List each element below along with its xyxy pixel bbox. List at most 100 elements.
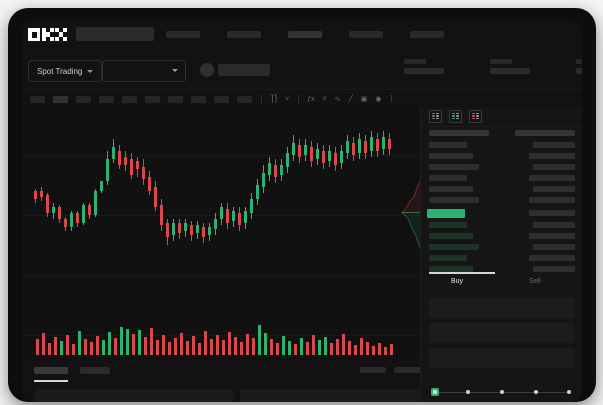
line-tool-icon[interactable]: ∿ <box>334 95 341 103</box>
price-chart[interactable] <box>22 107 420 357</box>
volume-bar-59 <box>390 344 393 355</box>
nav-item-3[interactable] <box>349 31 383 38</box>
volume-bar-53 <box>354 345 357 355</box>
orderbook-both-icon[interactable] <box>429 110 442 123</box>
okx-logo[interactable] <box>28 28 68 41</box>
price-field[interactable] <box>429 298 575 318</box>
toolbar-divider-2 <box>298 94 300 104</box>
candle-body-0 <box>34 191 37 199</box>
gridline-3 <box>22 335 420 336</box>
orderbook-ask-row-4[interactable] <box>429 186 473 192</box>
amount-field[interactable] <box>429 323 575 343</box>
orderbook-bid-row-3[interactable] <box>429 255 467 261</box>
candle-body-25 <box>184 223 187 231</box>
candle-body-45 <box>304 145 307 155</box>
camera-icon[interactable]: ▣ <box>360 95 368 103</box>
candle-body-46 <box>310 147 313 161</box>
market-stat-2 <box>576 59 582 74</box>
candle-body-20 <box>154 187 157 207</box>
total-field[interactable] <box>429 348 575 368</box>
orderbook-ask-row-5[interactable] <box>429 197 479 203</box>
timeframe-0[interactable] <box>30 95 45 103</box>
candlestick-icon[interactable]: ⎤⎤ <box>270 95 277 103</box>
orderbook-bid-row-4[interactable] <box>429 266 473 272</box>
timeframe-4[interactable] <box>122 95 137 103</box>
market-mode-dropdown[interactable]: Spot Trading <box>28 60 103 82</box>
volume-bar-20 <box>156 340 159 355</box>
candle-body-55 <box>364 141 367 153</box>
nav-item-0[interactable] <box>166 31 200 38</box>
orderbook-ask-row-2[interactable] <box>429 164 479 170</box>
bottom-action-0[interactable] <box>360 367 386 373</box>
orderbook-ask-row-0[interactable] <box>429 142 467 148</box>
timeframe-2[interactable] <box>76 95 91 103</box>
volume-bar-38 <box>264 333 267 355</box>
slider-node-2[interactable] <box>500 390 504 394</box>
nav-item-4[interactable] <box>410 31 444 38</box>
bottom-tab-1[interactable] <box>80 367 110 374</box>
volume-bar-48 <box>324 337 327 355</box>
candle-body-19 <box>148 177 151 191</box>
timeframe-5[interactable] <box>145 95 160 103</box>
orderbook-ask-row-3[interactable] <box>429 175 467 181</box>
bottom-action-1[interactable] <box>394 367 424 373</box>
candle-body-51 <box>340 151 343 163</box>
timeframe-1[interactable] <box>53 95 68 103</box>
tab-buy[interactable]: Buy <box>451 278 464 285</box>
stat-label-0 <box>404 59 426 64</box>
timeframe-3[interactable] <box>99 95 114 103</box>
volume-bar-6 <box>72 344 75 355</box>
search-input[interactable] <box>76 27 154 41</box>
candle-body-53 <box>352 143 355 155</box>
slider-node-1[interactable] <box>466 390 470 394</box>
volume-bar-46 <box>312 335 315 355</box>
orderbook-asks-icon[interactable] <box>469 110 482 123</box>
volume-bar-29 <box>210 339 213 355</box>
fullscreen-icon[interactable]: ⏐ <box>389 95 394 103</box>
candle-body-41 <box>280 165 283 175</box>
nav-item-2[interactable] <box>288 31 322 38</box>
timeframe-9[interactable] <box>237 95 252 103</box>
nav-item-1[interactable] <box>227 31 261 38</box>
chevron-down-icon-indicator[interactable]: ˅ <box>322 95 327 103</box>
candle-body-56 <box>370 137 373 151</box>
bottom-panel-box-0 <box>34 389 234 402</box>
volume-bar-44 <box>300 338 303 355</box>
candle-body-21 <box>160 205 163 225</box>
orderbook-bid-row-1[interactable] <box>429 233 473 239</box>
timeframe-8[interactable] <box>214 95 229 103</box>
candle-body-12 <box>106 159 109 181</box>
slider-handle[interactable] <box>431 388 439 396</box>
orderbook-bids-icon[interactable] <box>449 110 462 123</box>
tab-sell[interactable]: Sell <box>529 278 541 285</box>
volume-bar-23 <box>174 338 177 355</box>
candle-body-35 <box>244 211 247 223</box>
candle-body-27 <box>196 225 199 233</box>
orderbook-ask-row-1[interactable] <box>429 153 473 159</box>
orderbook-bid-row-0[interactable] <box>429 222 467 228</box>
chevron-down-icon-charttype[interactable]: ˅ <box>285 95 290 103</box>
slider-node-4[interactable] <box>567 390 571 394</box>
candle-body-58 <box>382 137 385 149</box>
order-form-tabs: Buy Sell <box>421 272 582 294</box>
pencil-icon[interactable]: ╱ <box>348 95 353 103</box>
stat-label-1 <box>490 59 512 64</box>
candle-body-42 <box>286 153 289 167</box>
timeframe-7[interactable] <box>191 95 206 103</box>
settings-icon[interactable]: ◉ <box>375 95 382 103</box>
timeframe-6[interactable] <box>168 95 183 103</box>
orderbook-bid-row-2[interactable] <box>429 244 479 250</box>
nav-items <box>166 31 444 38</box>
slider-node-3[interactable] <box>534 390 538 394</box>
amount-slider[interactable] <box>431 388 573 396</box>
volume-bar-5 <box>66 335 69 355</box>
orderbook-ask-qty-1 <box>529 153 575 159</box>
chevron-down-icon <box>87 69 94 73</box>
volume-bar-8 <box>84 339 87 355</box>
orderbook-rows[interactable] <box>421 126 582 272</box>
indicator-icon[interactable]: ƒx <box>307 95 315 103</box>
last-price-value <box>218 64 270 76</box>
bottom-tab-0[interactable] <box>34 367 68 374</box>
orderbook-col-header-left <box>429 130 489 136</box>
trading-pair-select[interactable] <box>102 60 186 82</box>
